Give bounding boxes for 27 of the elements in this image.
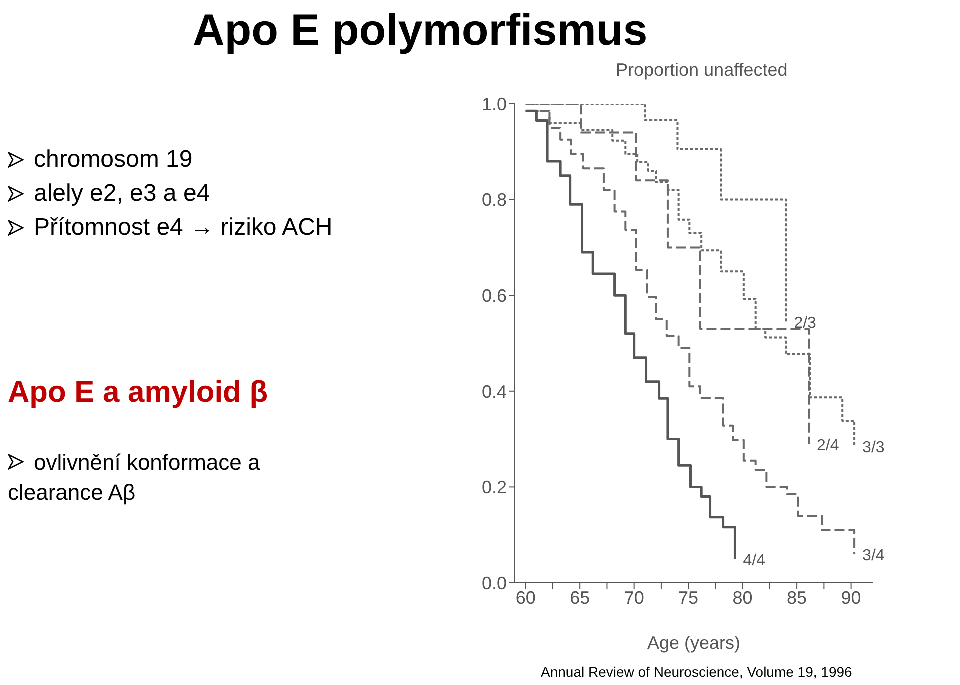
x-axis-title: Age (years) — [647, 633, 741, 653]
y-tick-label: 0.6 — [482, 286, 507, 306]
series-label: 3/3 — [862, 440, 885, 457]
text: Přítomnost e4 → riziko ACH — [34, 214, 333, 242]
x-tick-label: 80 — [732, 588, 753, 608]
series-label: 2/4 — [816, 437, 840, 454]
x-tick-label: 65 — [570, 588, 590, 608]
text: Apo E a amyloid β — [8, 376, 268, 410]
y-axis-title: Proportion unaffected — [616, 60, 788, 81]
text: chromosom 19 — [34, 146, 193, 174]
series-label: 3/4 — [862, 547, 885, 564]
x-tick-label: 70 — [624, 588, 644, 608]
y-tick-label: 0.4 — [482, 382, 507, 402]
y-tick-label: 1.0 — [482, 94, 507, 114]
text: alely e2, e3 a e4 — [34, 180, 210, 208]
series-label: 4/4 — [743, 552, 766, 570]
text: ovlivnění konformace a clearance Aβ — [8, 449, 262, 507]
series-label: 2/3 — [794, 315, 817, 332]
chart-title: Apo E polymorfismus — [193, 6, 648, 56]
x-tick-label: 75 — [678, 588, 699, 608]
x-tick-label: 85 — [787, 588, 808, 608]
x-tick-label: 60 — [516, 588, 536, 608]
text: Annual Review of Neuroscience, Volume 19, 1996 — [541, 664, 852, 680]
x-tick-label: 90 — [841, 588, 862, 608]
y-tick-label: 0.0 — [482, 573, 507, 594]
y-tick-label: 0.8 — [482, 190, 507, 210]
y-tick-label: 0.2 — [482, 478, 507, 498]
